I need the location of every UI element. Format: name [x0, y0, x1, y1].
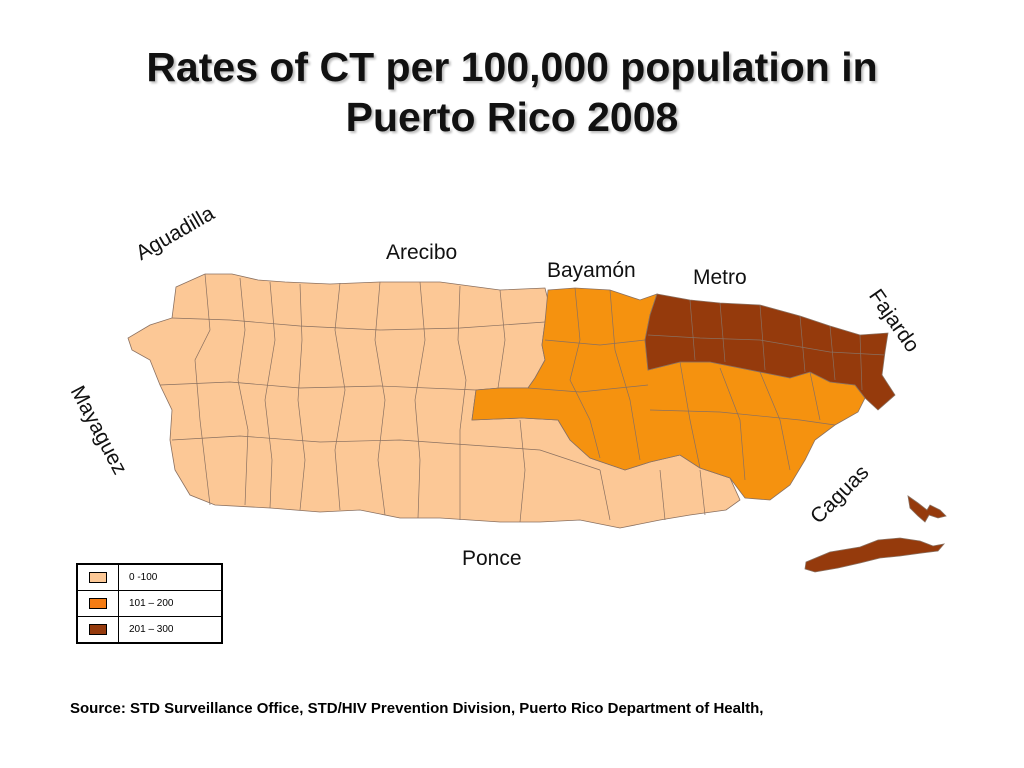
legend-row: 0 -100 [76, 563, 223, 591]
region-label-bayamon: Bayamón [547, 259, 636, 282]
legend-swatch-high [89, 623, 107, 635]
region-label-metro: Metro [693, 266, 747, 289]
map-title: Rates of CT per 100,000 population in Pu… [0, 42, 1024, 142]
legend-row: 101 – 200 [76, 590, 223, 617]
municipality-boundaries [159, 273, 886, 523]
legend-label-high: 201 – 300 [118, 616, 223, 644]
legend-swatch-low [89, 571, 107, 583]
island-vieques [804, 537, 946, 573]
source-note: Source: STD Surveillance Office, STD/HIV… [70, 700, 764, 717]
title-line-2: Puerto Rico 2008 [345, 94, 679, 140]
map-legend: 0 -100 101 – 200 201 – 300 [76, 563, 223, 644]
legend-row: 201 – 300 [76, 616, 223, 644]
region-area-high [644, 293, 896, 411]
legend-label-mid: 101 – 200 [118, 590, 223, 617]
region-label-ponce: Ponce [462, 547, 522, 570]
title-line-1: Rates of CT per 100,000 population in [146, 44, 878, 90]
legend-swatch-mid [89, 597, 107, 609]
legend-label-low: 0 -100 [118, 563, 223, 591]
island-culebra [907, 495, 947, 523]
region-label-arecibo: Arecibo [386, 241, 458, 264]
